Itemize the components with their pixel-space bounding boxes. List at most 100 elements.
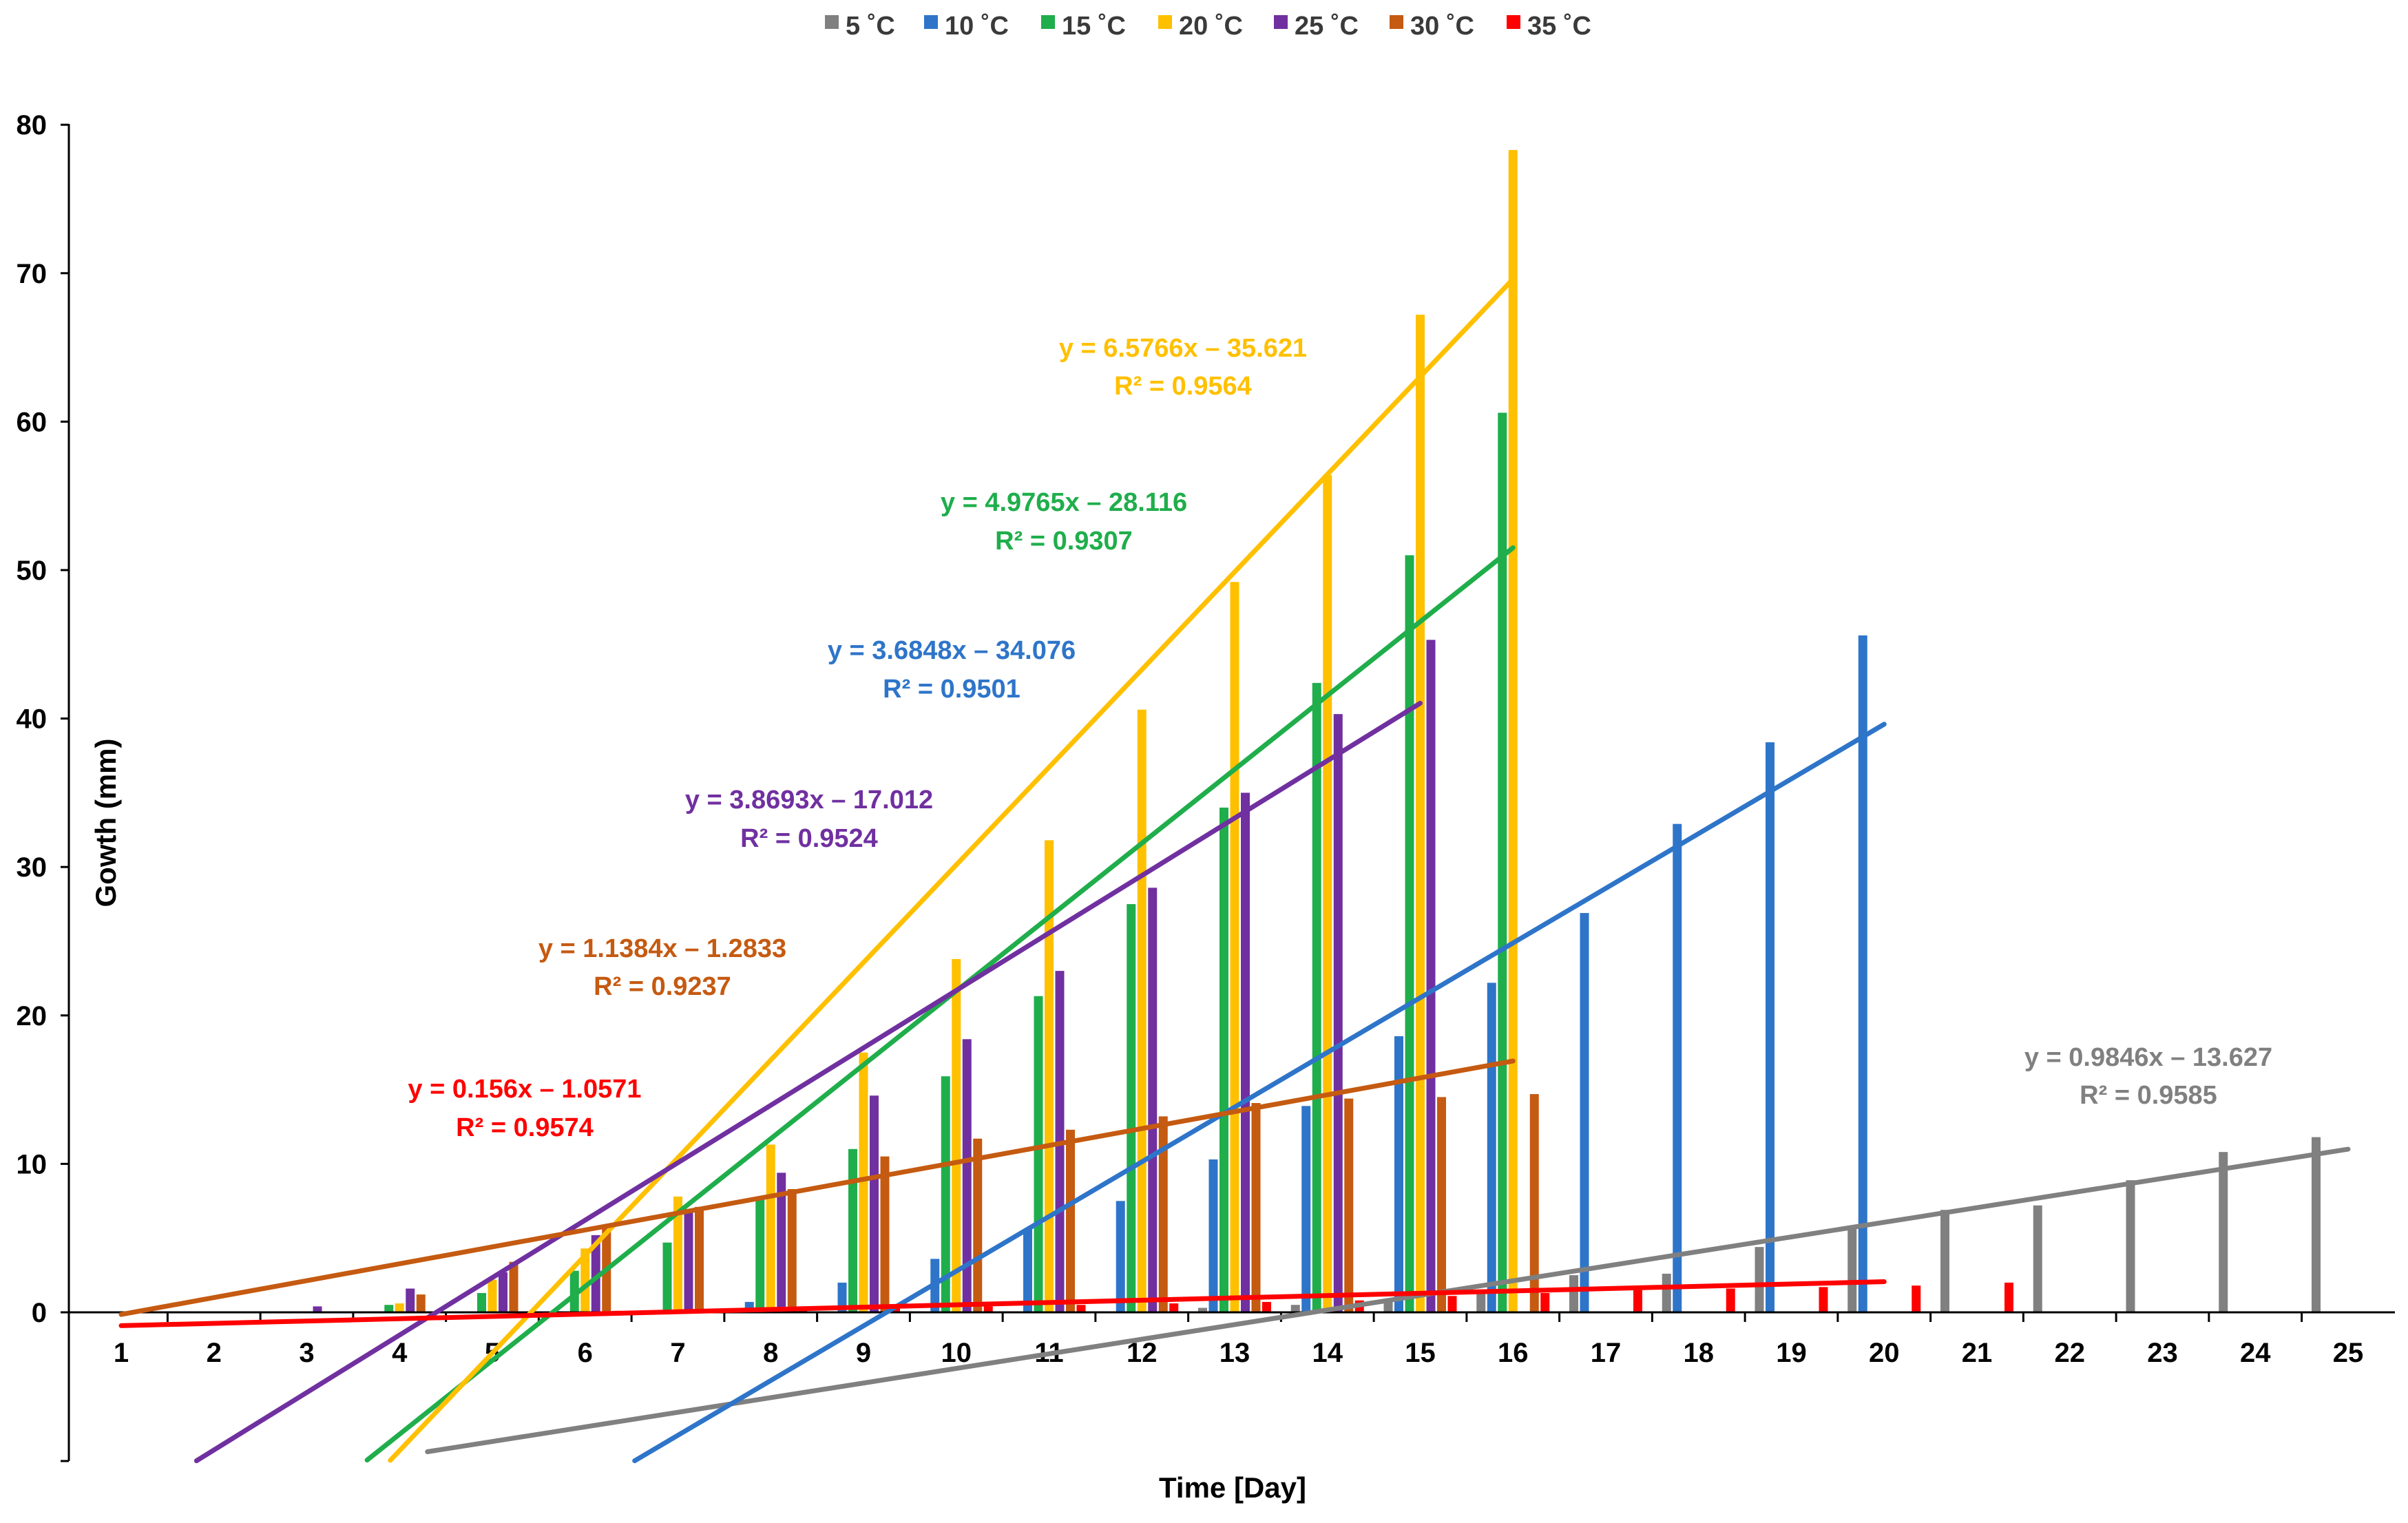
y-tick-label: 40 [17, 704, 48, 735]
bar-30c-day-4 [416, 1294, 426, 1312]
trendline-35c [118, 1279, 1887, 1328]
bar-10c-day-9 [837, 1282, 847, 1312]
y-axis-title: Gowth (mm) [90, 739, 122, 907]
trendline-10c [632, 722, 1887, 1464]
legend-swatch-15c [1041, 15, 1055, 29]
y-tick-label: 50 [17, 556, 48, 586]
legend-label-35c: 35 ˚C [1527, 12, 1591, 41]
bar-35c-day-13 [1262, 1301, 1271, 1312]
bar-35c-day-16 [1540, 1292, 1550, 1312]
bar-25c-day-12 [1148, 887, 1158, 1312]
bar-20c-day-5 [488, 1279, 497, 1312]
y-tick-label: 80 [17, 110, 48, 140]
bar-15c-day-5 [477, 1292, 486, 1312]
trend-equation-5c: y = 0.9846x – 13.627 [2024, 1043, 2272, 1072]
bar-30c-day-15 [1437, 1097, 1446, 1312]
y-tick-label: 30 [17, 852, 48, 883]
bar-30c-day-10 [973, 1138, 983, 1312]
legend-swatch-10c [924, 15, 938, 29]
legend-label-30c: 30 ˚C [1410, 12, 1474, 41]
x-tick-label: 23 [2147, 1338, 2178, 1368]
x-axis-title: Time [Day] [1159, 1471, 1306, 1504]
x-tick-label: 16 [1498, 1338, 1529, 1368]
x-tick-label: 15 [1405, 1338, 1436, 1368]
trend-r2-15c: R² = 0.9307 [995, 527, 1133, 556]
bar-30c-day-7 [695, 1206, 704, 1312]
trendline-25c [193, 700, 1423, 1464]
x-tick-label: 1 [114, 1338, 129, 1368]
bar-10c-day-11 [1023, 1229, 1032, 1312]
bar-5c-day-13 [1198, 1307, 1207, 1312]
bar-25c-day-6 [591, 1235, 600, 1312]
x-tick-label: 19 [1776, 1338, 1807, 1368]
bar-10c-day-12 [1116, 1201, 1125, 1312]
trend-equation-20c: y = 6.5766x – 35.621 [1059, 334, 1307, 363]
bar-15c-day-8 [755, 1197, 765, 1312]
x-tick-label: 3 [299, 1338, 314, 1368]
x-tick-label: 25 [2333, 1338, 2364, 1368]
bar-15c-day-9 [848, 1148, 857, 1312]
bar-5c-day-17 [1569, 1275, 1578, 1312]
x-tick-label: 2 [207, 1338, 222, 1368]
bar-10c-day-20 [1858, 635, 1867, 1312]
bar-25c-day-8 [777, 1173, 786, 1312]
legend-label-15c: 15 ˚C [1062, 12, 1126, 41]
x-tick-label: 7 [670, 1338, 685, 1368]
bar-5c-day-22 [2033, 1205, 2042, 1312]
bar-5c-day-23 [2126, 1180, 2135, 1312]
bar-20c-day-16 [1508, 149, 1518, 1313]
bar-35c-day-9 [891, 1307, 900, 1312]
bar-30c-day-13 [1251, 1103, 1261, 1312]
bar-5c-day-16 [1476, 1292, 1486, 1312]
bar-20c-day-14 [1323, 475, 1332, 1312]
bar-25c-day-4 [406, 1288, 415, 1312]
bar-35c-day-10 [983, 1306, 993, 1312]
bar-5c-day-20 [1847, 1226, 1857, 1312]
bar-20c-day-4 [395, 1303, 404, 1312]
legend-label-10c: 10 ˚C [945, 12, 1009, 41]
bar-25c-day-13 [1241, 792, 1250, 1312]
y-tick-label: 70 [17, 259, 48, 289]
bar-35c-day-20 [1912, 1285, 1921, 1312]
x-tick-label: 21 [1962, 1338, 1993, 1368]
bar-20c-day-6 [580, 1248, 590, 1312]
bars-layer [313, 149, 2321, 1313]
x-tick-label: 9 [856, 1338, 871, 1368]
labels-layer: y = 0.9846x – 13.627 R² = 0.9585 y = 3.684… [408, 334, 2272, 1142]
x-tick-label: 14 [1312, 1338, 1343, 1368]
bar-30c-day-9 [880, 1156, 890, 1312]
x-tick-label: 13 [1219, 1338, 1250, 1368]
bar-20c-day-15 [1416, 315, 1425, 1312]
x-tick-label: 17 [1591, 1338, 1622, 1368]
legend-label-20c: 20 ˚C [1179, 12, 1243, 41]
bar-10c-day-19 [1766, 742, 1774, 1312]
x-tick-label: 22 [2055, 1338, 2086, 1368]
trend-equation-15c: y = 4.9765x – 28.116 [941, 488, 1187, 517]
y-tick-label: 0 [32, 1298, 47, 1328]
x-tick-label: 4 [392, 1338, 408, 1368]
bar-30c-day-11 [1066, 1129, 1075, 1312]
x-tick-label: 18 [1684, 1338, 1715, 1368]
bar-25c-day-7 [684, 1211, 693, 1312]
bar-15c-day-15 [1405, 555, 1414, 1313]
bar-15c-day-16 [1498, 412, 1507, 1313]
y-tick-label: 20 [17, 1001, 48, 1031]
bar-25c-day-14 [1333, 714, 1343, 1312]
trendline-15c [364, 545, 1516, 1463]
bar-15c-day-12 [1127, 904, 1136, 1312]
trend-r2-30c: R² = 0.9237 [594, 972, 731, 1001]
bar-35c-day-18 [1726, 1288, 1735, 1312]
bar-15c-day-6 [569, 1270, 579, 1312]
bar-10c-day-13 [1208, 1159, 1218, 1312]
bar-35c-day-21 [2004, 1282, 2013, 1312]
bar-15c-day-14 [1312, 682, 1321, 1312]
bar-35c-day-17 [1633, 1290, 1642, 1312]
bar-15c-day-7 [662, 1242, 672, 1312]
y-tick-label: 60 [17, 407, 48, 437]
bar-10c-day-17 [1580, 913, 1589, 1312]
bar-5c-day-21 [1940, 1210, 1949, 1312]
legend: 5 ˚C 10 ˚C 15 ˚C 20 ˚C 25 ˚C 30 ˚C 35 ˚C [825, 12, 1591, 41]
bar-5c-day-25 [2312, 1137, 2321, 1312]
x-tick-label: 20 [1869, 1338, 1900, 1368]
